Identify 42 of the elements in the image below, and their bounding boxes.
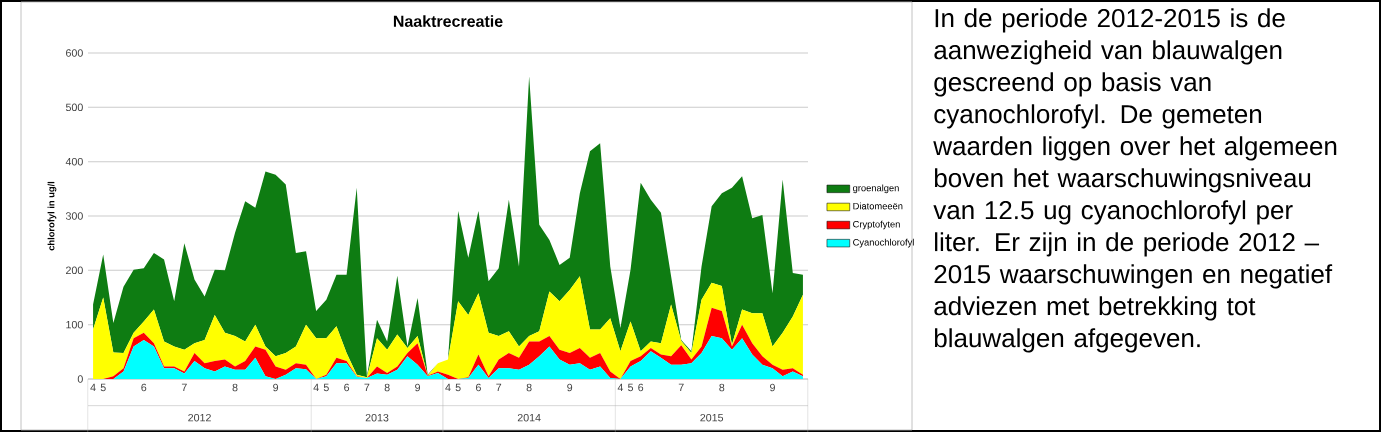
y-tick-label: 600 xyxy=(66,49,83,57)
y-tick-label: 500 xyxy=(65,103,83,112)
text: In de periode 2012-2015 is de aanwezigheid van blauwalgen gescreend op basis van cyanochlorofyl. De gemeten waarden liggen over het algemeen boven het waarschuwingsniveau van 12.5 ug cyanochlorofyl per liter. Er zijn in de periode 2012 – 2015 waarschuwingen en negatief adviezen met betrekking tot blauwalgen afgegeven. xyxy=(933,8,1337,353)
x-tick-label: 7 xyxy=(181,383,187,392)
text: 2013 xyxy=(365,413,389,422)
x-tick-label: 9 xyxy=(567,383,573,392)
x-tick-label: 4 xyxy=(90,383,96,392)
x-tick-label: 8 xyxy=(719,383,725,392)
y-tick-label: 400 xyxy=(65,157,83,166)
y-tick-label: 0 xyxy=(77,375,83,383)
legend-label: Cryptofyten xyxy=(853,220,900,230)
x-tick-label: 5 xyxy=(100,383,106,392)
legend-label: groenalgen xyxy=(853,184,899,194)
y-tick-label: 200 xyxy=(66,266,83,275)
text: 2014 xyxy=(517,413,541,422)
legend-label: Cyanochlorofyl xyxy=(853,238,914,248)
x-tick-label: 5 xyxy=(627,383,634,392)
x-tick-label: 9 xyxy=(273,383,279,392)
y-tick-label: 100 xyxy=(66,320,83,329)
x-tick-label: 8 xyxy=(384,383,390,392)
x-tick-label: 4 xyxy=(313,383,319,392)
x-tick-label: 4 xyxy=(617,383,624,392)
x-tick-label: 7 xyxy=(678,383,684,392)
x-tick-label: 9 xyxy=(415,383,421,392)
y-tick-label: 300 xyxy=(65,212,83,220)
x-tick-label: 4 xyxy=(445,383,451,392)
text: 2012 xyxy=(188,413,211,422)
x-tick-label: 5 xyxy=(323,383,329,392)
x-tick-label: 7 xyxy=(364,383,370,392)
x-tick-label: 6 xyxy=(476,383,481,392)
text: 2015 xyxy=(700,413,724,422)
x-tick-label: 9 xyxy=(770,383,775,392)
x-tick-label: 8 xyxy=(232,383,238,392)
chart-title: Naaktrecreatie xyxy=(393,15,503,27)
x-tick-label: 8 xyxy=(526,383,532,392)
x-tick-label: 5 xyxy=(455,383,461,392)
legend-label: Diatomeeën xyxy=(853,202,903,210)
x-tick-label: 7 xyxy=(496,383,502,392)
y-axis-title: chlorofyl in ug/l xyxy=(47,181,57,251)
x-tick-label: 6 xyxy=(141,383,147,392)
x-tick-label: 6 xyxy=(344,383,350,392)
x-tick-label: 6 xyxy=(638,383,644,392)
